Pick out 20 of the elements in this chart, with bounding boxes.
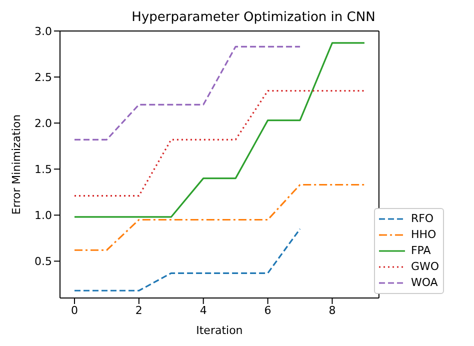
y-tick-label: 2.5: [34, 70, 52, 84]
y-tick-label: 2.0: [34, 116, 52, 130]
x-tick-label: 6: [264, 304, 272, 317]
x-tick-label: 0: [70, 304, 78, 317]
legend-label: RFO: [410, 211, 434, 227]
legend-label: FPA: [410, 243, 431, 259]
y-tick-label: 1.5: [34, 163, 52, 176]
chart-title: Hyperparameter Optimization in CNN: [130, 10, 376, 25]
y-axis-title: Error Minimization: [10, 114, 23, 215]
x-tick-label: 4: [200, 304, 207, 317]
x-tick-label: 8: [328, 304, 336, 317]
legend-label: GWO: [410, 259, 439, 275]
legend-label: WOA: [410, 275, 438, 291]
x-axis-title: Iteration: [196, 324, 243, 337]
x-tick-label: 2: [135, 304, 142, 317]
y-tick-label: 3.0: [34, 24, 52, 38]
y-tick-label: 0.5: [34, 255, 52, 268]
legend-label: HHO: [410, 227, 436, 243]
line-series: [74, 42, 366, 218]
y-tick-label: 1.0: [34, 209, 52, 222]
